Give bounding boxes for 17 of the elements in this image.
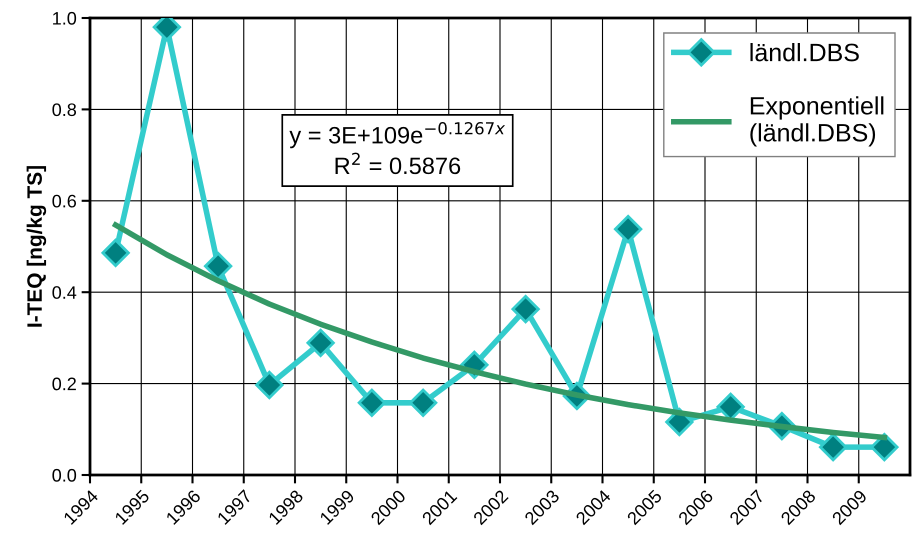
point (204, 252, 232, 280)
point (614, 214, 642, 244)
y-tick-label: 0.6 (52, 194, 76, 208)
point (255, 370, 284, 400)
legend-label: ländl.DBS (750, 43, 859, 62)
text: y = 3E+109e$^{−0.1267x}$ R$^{2}$ = 0.5876 (289, 122, 506, 174)
point (870, 432, 899, 462)
point (101, 238, 130, 268)
point (511, 294, 540, 324)
y-tick-label: 0.0 (52, 468, 76, 482)
y-tick-label: 0.4 (52, 286, 76, 299)
point (306, 328, 335, 358)
y-tick-label: 0.2 (52, 378, 76, 390)
y-tick-label: 0.8 (52, 103, 76, 116)
y-tick-label: 1.0 (53, 12, 76, 25)
y-axis-title: I-TEQ [ng/kg TS] (26, 166, 46, 327)
legend-label: Exponentiell (ländl.DBS) (750, 96, 884, 147)
